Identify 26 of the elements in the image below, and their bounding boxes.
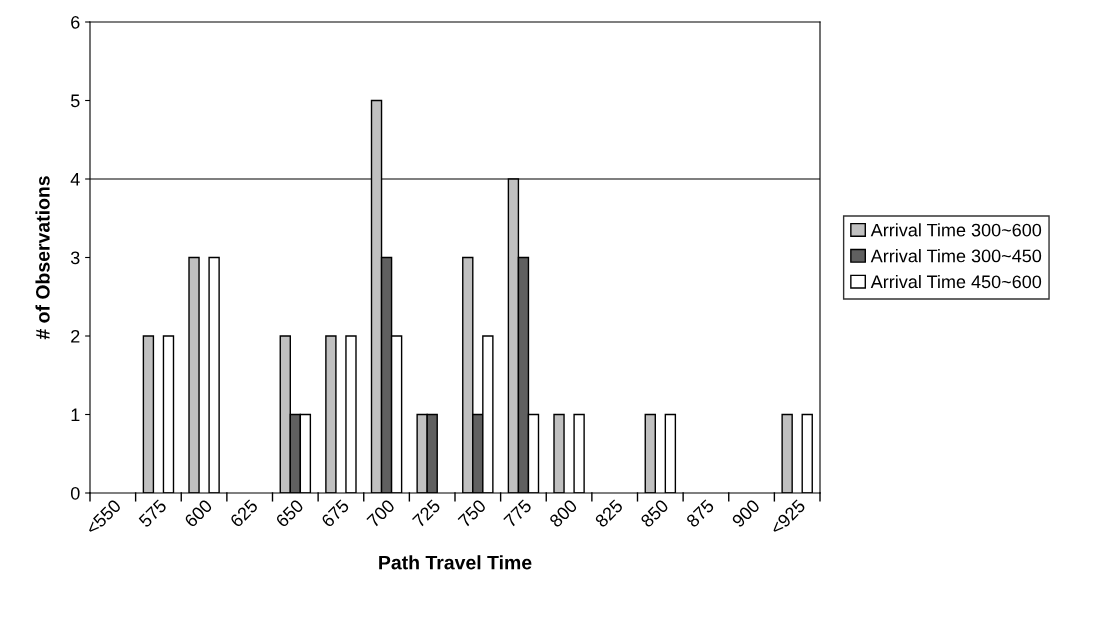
y-tick-label: 6 bbox=[71, 15, 80, 29]
x-tick-label: 600 bbox=[183, 498, 213, 528]
legend-label: Arrival Time 300~600 bbox=[870, 223, 1042, 237]
x-tick-label: 850 bbox=[639, 498, 670, 528]
y-axis-title: # of Observations bbox=[35, 176, 50, 340]
x-tick-label: 775 bbox=[503, 498, 533, 528]
x-tick-label: 875 bbox=[685, 498, 715, 528]
x-tick-label: 675 bbox=[320, 498, 350, 528]
y-tick-label: 5 bbox=[70, 94, 80, 108]
x-tick-label: 800 bbox=[548, 498, 578, 528]
y-tick-label: 4 bbox=[70, 173, 80, 186]
y-tick-label: 1 bbox=[71, 408, 80, 422]
y-tick-label: 0 bbox=[70, 486, 80, 500]
x-tick-label: 900 bbox=[731, 498, 761, 528]
y-tick-label: 3 bbox=[70, 251, 80, 265]
x-tick-label: 575 bbox=[138, 498, 168, 529]
x-axis-title: Path Travel Time bbox=[379, 555, 532, 570]
x-tick-label: 625 bbox=[229, 498, 259, 528]
x-tick-label: 700 bbox=[366, 498, 396, 528]
x-tick-label: 725 bbox=[411, 498, 442, 528]
legend-label: Arrival Time 300~450 bbox=[870, 249, 1042, 263]
x-tick-label: 825 bbox=[594, 498, 624, 528]
legend-label: Arrival Time 450~600 bbox=[870, 274, 1042, 289]
x-tick-label: 650 bbox=[275, 498, 305, 528]
y-tick-label: 2 bbox=[71, 329, 80, 343]
x-tick-label: 750 bbox=[457, 498, 487, 528]
